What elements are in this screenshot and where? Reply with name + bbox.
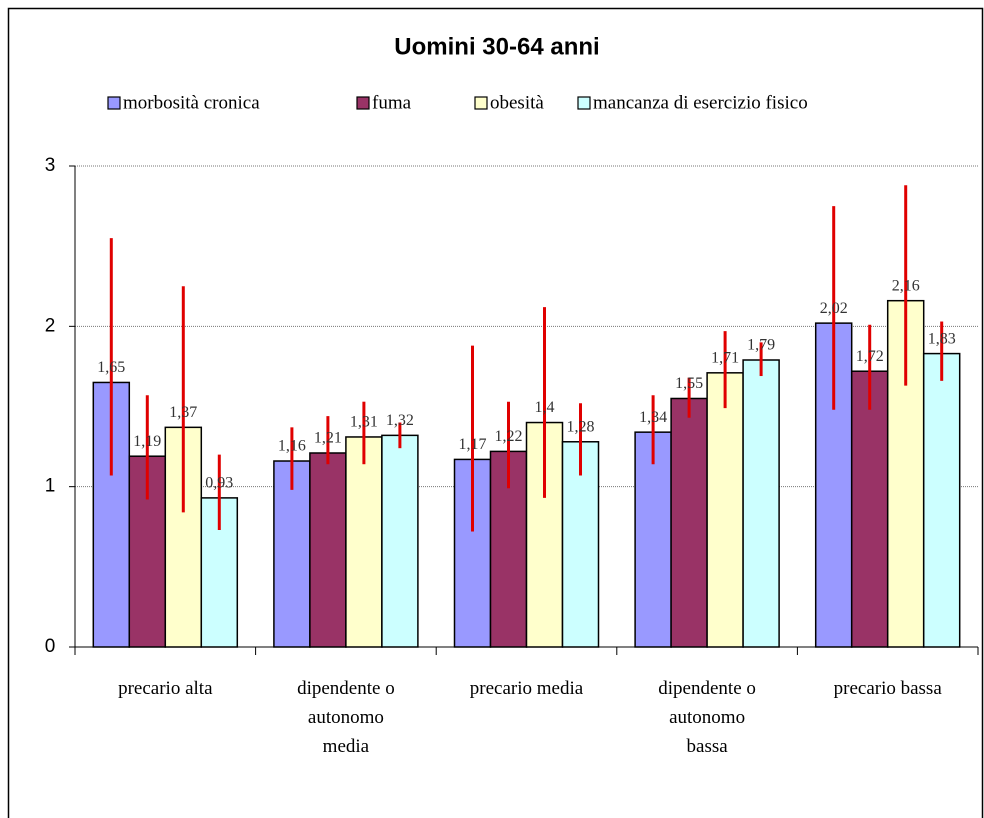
chart-title: Uomini 30-64 anni	[394, 33, 599, 60]
value-label: 1,79	[747, 337, 775, 354]
value-label: 1,71	[711, 350, 739, 367]
bar	[273, 460, 311, 648]
bar	[850, 370, 889, 648]
value-label: 1,32	[386, 412, 414, 429]
value-label: 1,16	[278, 438, 306, 455]
value-label: 1,65	[97, 359, 125, 376]
value-label: 1,4	[535, 399, 555, 416]
value-label: 1,34	[639, 409, 667, 426]
value-label: 1,19	[133, 433, 161, 450]
value-label: 1,83	[928, 330, 956, 347]
bar	[345, 436, 383, 648]
legend-label: mancanza di esercizio fisico	[593, 92, 808, 113]
y-tick-label: 2	[45, 315, 56, 336]
value-label: 1,17	[459, 436, 487, 453]
x-tick-label: dipendente o autonomo media	[297, 678, 395, 757]
y-tick-label: 0	[45, 636, 56, 657]
legend-swatch	[356, 96, 370, 110]
legend-swatch	[577, 96, 591, 110]
value-label: 1,28	[567, 418, 595, 435]
y-tick-label: 1	[45, 476, 56, 497]
value-label: 2,16	[892, 277, 920, 294]
chart-border	[7, 7, 984, 818]
legend-label: obesità	[490, 92, 544, 113]
x-tick-label: precario media	[470, 678, 584, 699]
legend-label: fuma	[372, 92, 412, 113]
bar	[309, 452, 347, 648]
value-label: 2,02	[820, 300, 848, 317]
value-label: 1,31	[350, 414, 378, 431]
x-tick-label: precario alta	[118, 678, 213, 699]
legend-swatch	[474, 96, 488, 110]
value-label: 1,37	[169, 404, 197, 421]
bar	[706, 372, 744, 648]
value-label: 1,55	[675, 375, 703, 392]
legend-label: morbosità cronica	[123, 92, 260, 113]
bar	[634, 431, 672, 648]
value-label: 1,72	[856, 348, 884, 365]
legend-swatch	[107, 96, 121, 110]
bar	[742, 359, 780, 648]
bar	[561, 441, 600, 648]
value-label: 0,93	[205, 475, 233, 492]
bar	[453, 458, 492, 648]
bar	[381, 434, 419, 648]
y-tick-label: 3	[45, 155, 56, 176]
value-label: 1,21	[314, 430, 342, 447]
value-label: 1,22	[495, 428, 523, 445]
x-tick-label: precario bassa	[834, 678, 943, 699]
x-tick-label: dipendente o autonomo bassa	[658, 678, 756, 757]
bar	[670, 397, 708, 648]
bar	[922, 352, 961, 648]
